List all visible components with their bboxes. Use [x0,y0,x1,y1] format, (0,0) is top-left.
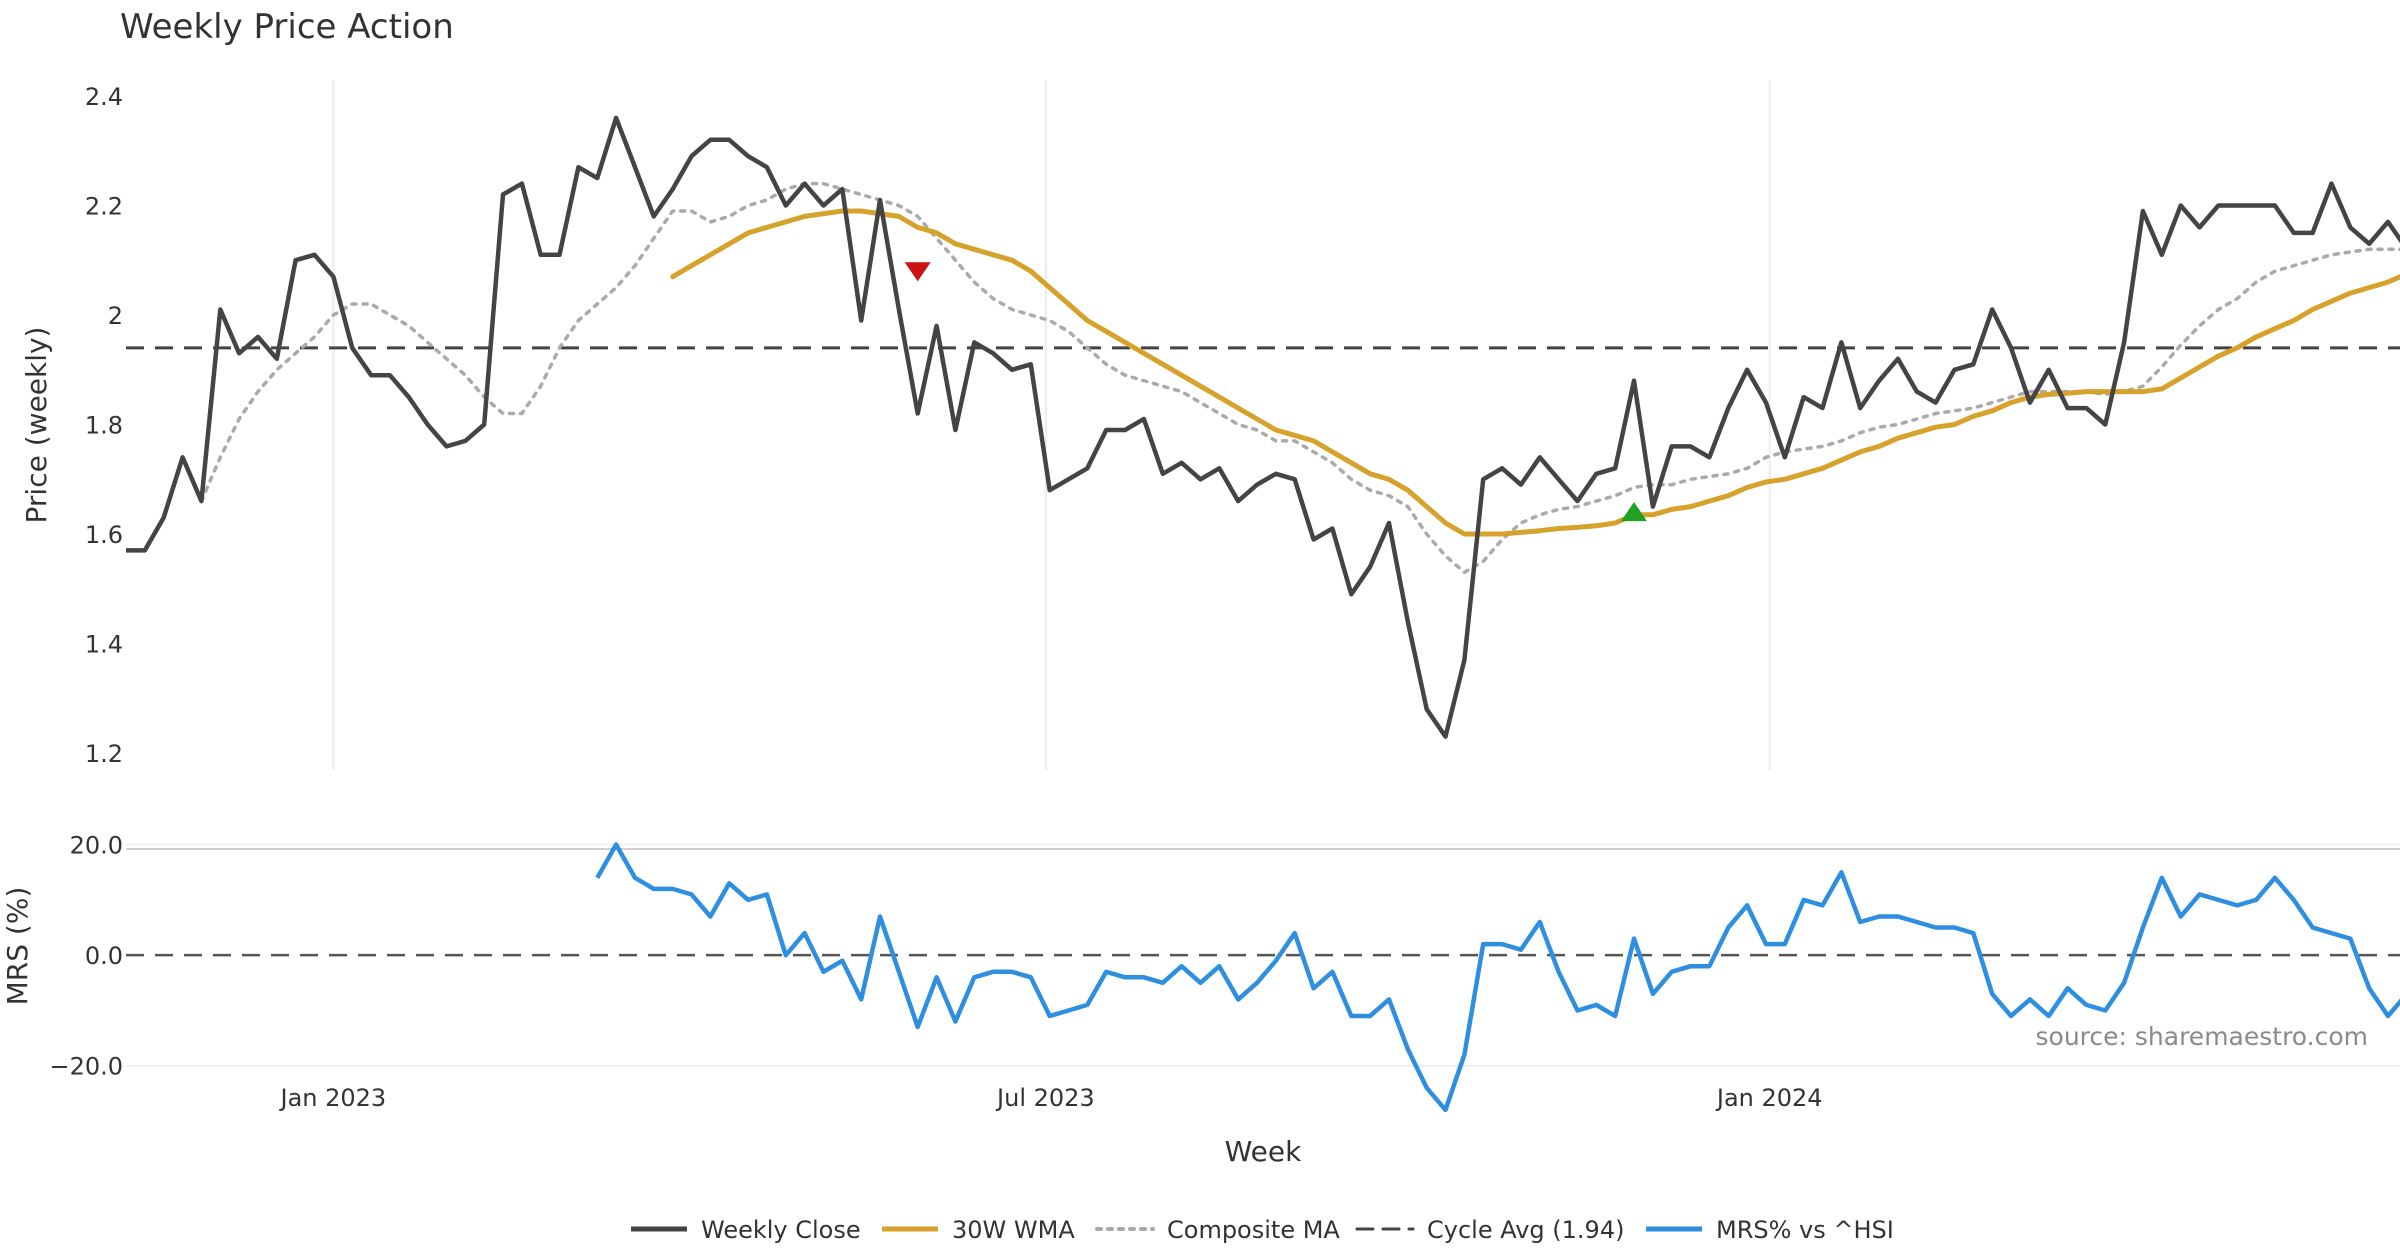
x-tick-2: Jan 2024 [1715,1084,1823,1112]
source-watermark: source: sharemaestro.com [2036,1022,2369,1051]
x-tick-1: Jul 2023 [995,1084,1095,1112]
price-ytick-4: 1.6 [85,521,123,549]
x-axis-label: Week [1225,1135,1302,1168]
mrs-ytick-0: 20.0 [70,832,123,860]
price-y-ticks: 2.4 2.2 2 1.8 1.6 1.4 1.2 [85,83,123,768]
legend-label-4: MRS% vs ^HSI [1716,1216,1894,1244]
mrs-ytick-1: 0.0 [85,942,123,970]
price-ytick-0: 2.4 [85,83,123,111]
x-tick-0: Jan 2023 [278,1084,386,1112]
price-ytick-1: 2.2 [85,193,123,221]
legend: Weekly Close 30W WMA Composite MA Cycle Avg… [631,1216,1894,1244]
price-ytick-6: 1.2 [85,740,123,768]
legend-label-0: Weekly Close [701,1216,861,1244]
mrs-line [595,842,2400,1113]
price-ytick-3: 1.8 [85,412,123,440]
legend-label-3: Cycle Avg (1.94) [1427,1216,1624,1244]
price-ytick-5: 1.4 [85,631,123,659]
legend-label-1: 30W WMA [952,1216,1075,1244]
signal-markers [904,262,1647,522]
mrs-gridlines [126,843,2400,1067]
wma-30w-line [670,208,2400,537]
buy-signal-marker-1 [1621,502,1647,522]
price-ytick-2: 2 [108,302,123,330]
price-gridlines [332,80,1771,770]
price-y-axis-label: Price (weekly) [20,327,53,524]
composite-ma-line [199,181,2400,575]
sell-signal-marker-0 [904,262,931,282]
mrs-y-axis-label: MRS (%) [1,887,34,1006]
legend-label-2: Composite MA [1167,1216,1340,1244]
chart-title: Weekly Price Action [120,7,454,47]
mrs-y-ticks: 20.0 0.0 −20.0 [49,832,123,1081]
mrs-ytick-2: −20.0 [49,1053,123,1081]
weekly-close-line [126,115,2400,739]
